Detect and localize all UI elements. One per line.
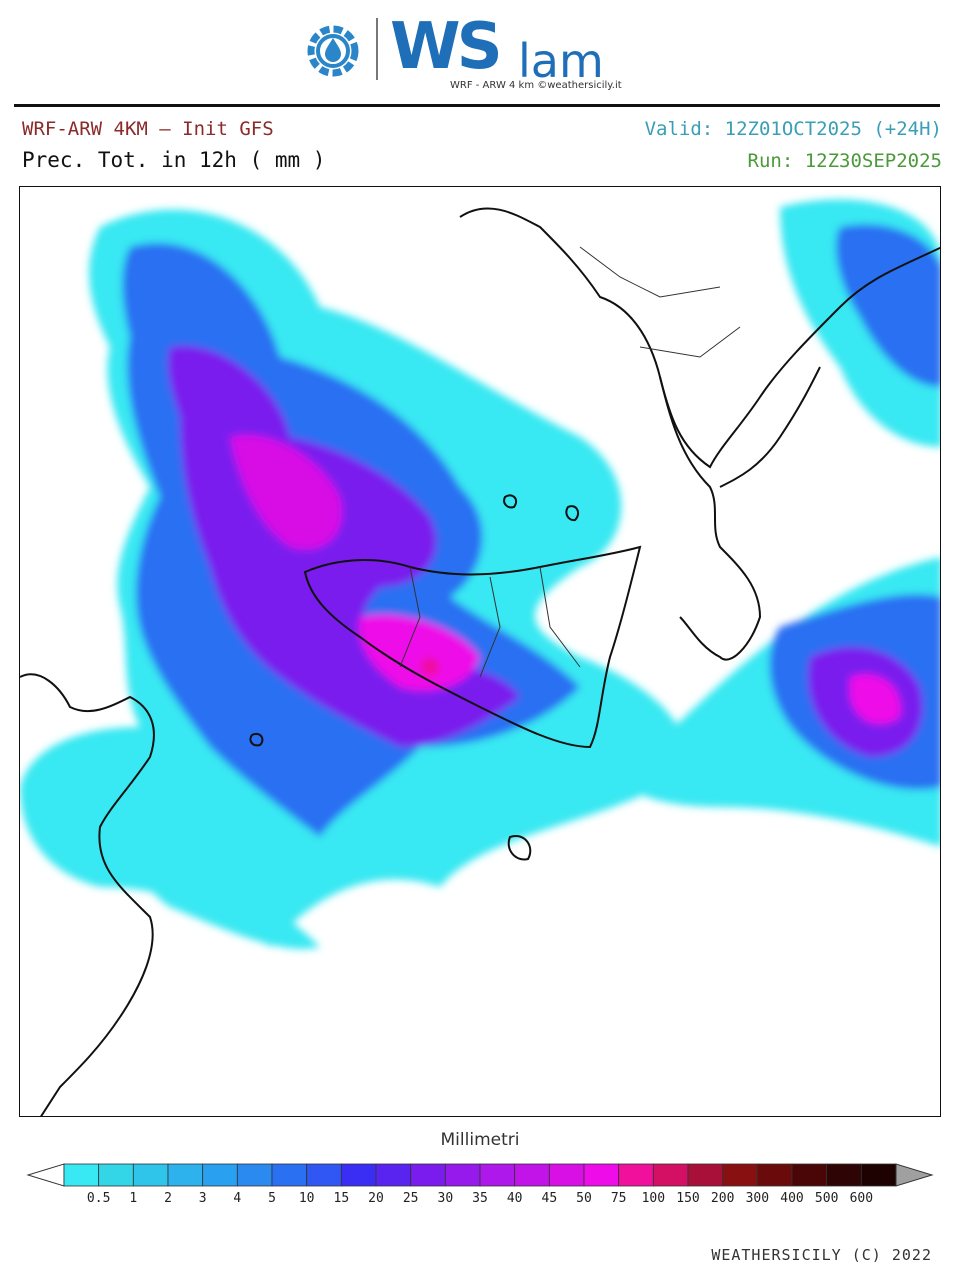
colorbar-cell [756,1163,793,1187]
coast-calabria [659,376,762,661]
colorbar-tick-label: 40 [507,1191,523,1206]
boundary-mainland [579,246,741,358]
colorbar-cell [514,1163,550,1187]
colorbar-cell [340,1163,377,1187]
colorbar-tick-label: 25 [403,1191,419,1206]
coast-sicily [303,545,642,749]
logo: WS lam WRF - ARW 4 km ©weathersicily.it [300,10,630,94]
colorbar-tick-label: 300 [746,1191,769,1206]
colorbar-tick-label: 2 [164,1191,172,1206]
logo-ws-text: WS [390,10,503,84]
coast-tunisia [20,673,155,1116]
colorbar-tick-label: 150 [676,1191,699,1206]
colorbar-cell [375,1163,412,1187]
colorbar-cell [618,1163,654,1187]
colorbar-cell [652,1163,689,1187]
precip-band-magenta [230,435,342,550]
colorbar-cell [132,1163,169,1187]
coastlines [20,207,940,1116]
parameter-title: Prec. Tot. in 12h ( mm ) [22,148,326,172]
colorbar-cell [306,1163,342,1187]
colorbar-tick-label: 10 [299,1191,315,1206]
colorbar-cell [236,1163,273,1187]
colorbar-tick-label: 3 [199,1191,207,1206]
colorbar-cell [826,1163,862,1187]
colorbar-under-arrow [26,1163,65,1187]
colorbar-tick-label: 50 [576,1191,592,1206]
colorbar-tick-label: 35 [472,1191,488,1206]
colorbar-cell [271,1163,308,1187]
precip-band-magenta-2 [359,614,480,691]
precip-core [421,658,439,676]
colorbar-cell [722,1163,758,1187]
colorbar-tick-label: 4 [233,1191,241,1206]
footer-copyright: WEATHERSICILY (C) 2022 [711,1246,932,1264]
colorbar-tick-label: 20 [368,1191,384,1206]
colorbar-cell [583,1163,620,1187]
logo-lam-text: lam [518,34,604,88]
precip-field [20,199,940,949]
coast-pantelleria [249,733,264,747]
colorbar-cell [98,1163,134,1187]
header-rule [14,104,940,107]
precip-band-magenta-3 [850,674,901,725]
colorbar-cell [63,1163,100,1187]
precipitation-map [19,186,941,1117]
colorbar-cell [479,1163,516,1187]
colorbar-cell [860,1163,897,1187]
map-canvas [20,199,940,1116]
colorbar-tick-label: 400 [780,1191,803,1206]
logo-subtitle: WRF - ARW 4 km ©weathersicily.it [450,80,622,91]
coast-calabria-east [719,366,821,488]
colorbar-cell [202,1163,238,1187]
colorbar-tick-label: 5 [268,1191,276,1206]
colorbar-tick-label: 500 [815,1191,838,1206]
logo-ws: WS [390,10,503,84]
precip-band-blue-ne [836,224,940,387]
colorbar-cell [410,1163,446,1187]
valid-time: Valid: 12Z01OCT2025 (+24H) [644,118,942,140]
coast-mainland-italy [459,207,940,469]
coast-malta [507,835,532,861]
legend-title: Millimetri [440,1130,520,1150]
colorbar-tick-label: 45 [542,1191,558,1206]
gear-drop-icon [307,25,359,77]
colorbar-tick-label: 200 [711,1191,734,1206]
color-scale-bar: 0.5 1 2 3 4 5 10 15 20 25 30 35 40 45 50 75 100 150 200 300… [26,1163,934,1206]
colorbar-tick-label: 1 [129,1191,137,1206]
colorbar-tick-label: 0.5 [87,1191,110,1206]
run-time: Run: 12Z30SEP2025 [747,150,942,172]
colorbar-cell [791,1163,828,1187]
colorbar-tick-label: 600 [850,1191,873,1206]
model-title: WRF-ARW 4KM – Init GFS [22,118,274,140]
colorbar-cell [687,1163,724,1187]
logo-separator [376,18,378,80]
colorbar-tick-label: 75 [611,1191,627,1206]
precip-band-sw [139,847,320,949]
colorbar-cell [167,1163,204,1187]
coast-aeolian [503,494,579,522]
colorbar-tick-label: 15 [334,1191,350,1206]
colorbar-tick-label: 30 [438,1191,454,1206]
colorbar-over-arrow [895,1163,934,1187]
boundary-sicily-provinces [399,566,581,678]
colorbar-tick-label: 100 [642,1191,665,1206]
admin-boundaries [399,246,741,678]
colorbar-cell [548,1163,585,1187]
colorbar-cell [444,1163,481,1187]
